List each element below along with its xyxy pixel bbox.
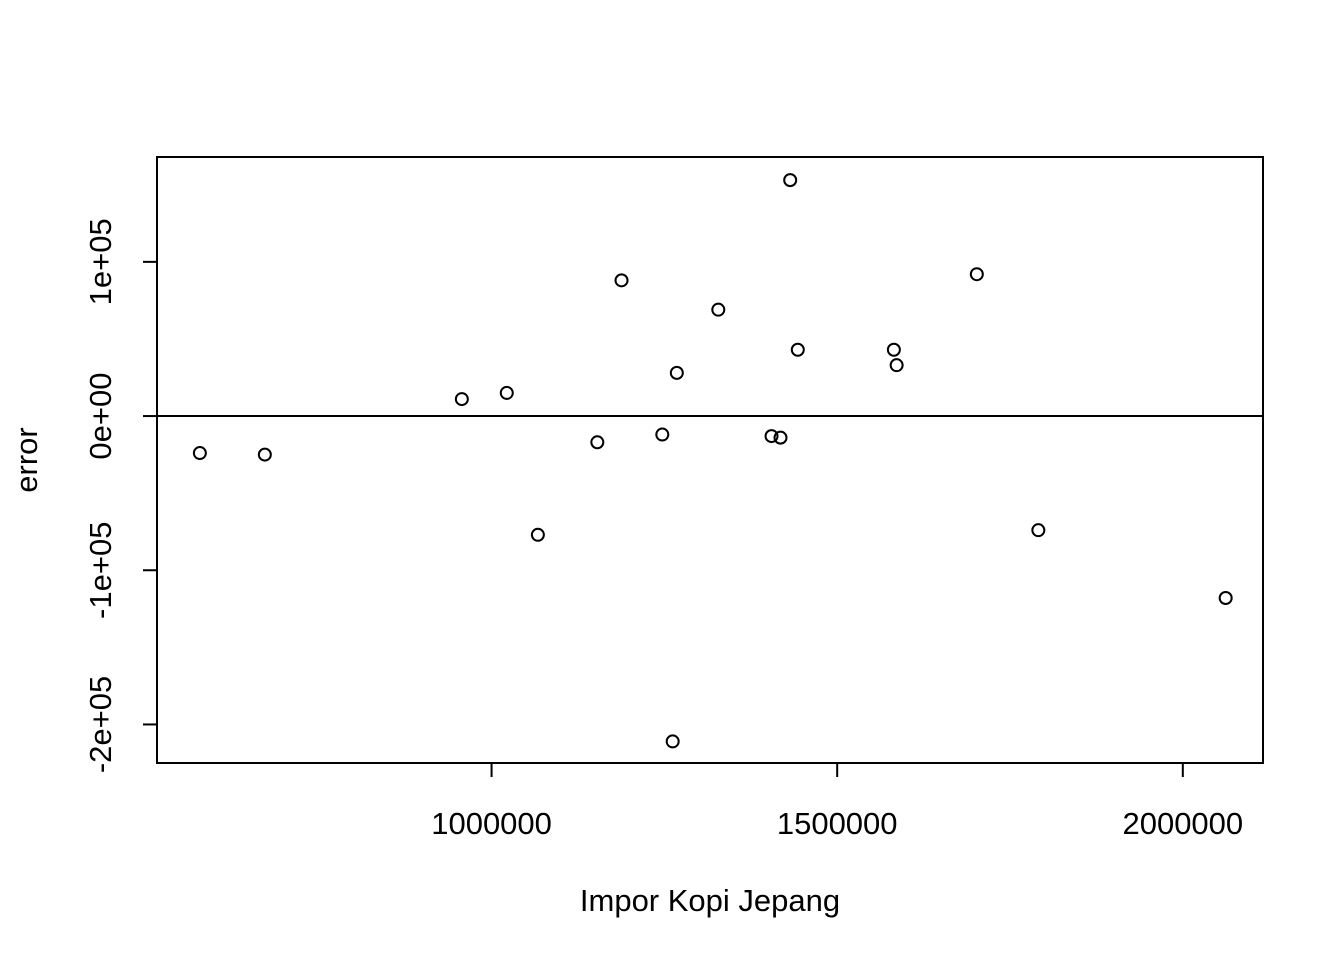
data-point — [499, 385, 514, 400]
data-point — [1218, 591, 1233, 606]
data-point — [764, 429, 779, 444]
data-point — [590, 435, 605, 450]
y-tick-label: -2e+05 — [83, 676, 118, 773]
data-point — [969, 267, 984, 282]
y-tick-label: 1e+05 — [83, 218, 118, 305]
y-tick-label: 0e+00 — [83, 373, 118, 460]
data-point — [790, 342, 805, 357]
x-axis-title: Impor Kopi Jepang — [580, 883, 840, 918]
data-point — [711, 302, 726, 317]
y-tick-label: -1e+05 — [83, 522, 118, 619]
data-point — [1031, 523, 1046, 538]
data-point — [669, 365, 684, 380]
data-point — [454, 392, 469, 407]
data-point — [665, 734, 680, 749]
y-axis-title: error — [9, 427, 44, 492]
data-point — [192, 446, 207, 461]
data-point — [783, 173, 798, 188]
x-tick-label: 1500000 — [777, 806, 898, 841]
data-point — [655, 427, 670, 442]
data-points — [192, 173, 1233, 749]
data-point — [886, 342, 901, 357]
x-tick-label: 1000000 — [431, 806, 552, 841]
x-axis: 1000000 1500000 2000000 — [431, 762, 1243, 841]
data-point — [614, 273, 629, 288]
y-axis: -2e+05 -1e+05 0e+00 1e+05 — [83, 218, 158, 773]
data-point — [889, 358, 904, 373]
x-tick-label: 2000000 — [1122, 806, 1243, 841]
data-point — [257, 447, 272, 462]
data-point — [530, 527, 545, 542]
data-point — [773, 430, 788, 445]
